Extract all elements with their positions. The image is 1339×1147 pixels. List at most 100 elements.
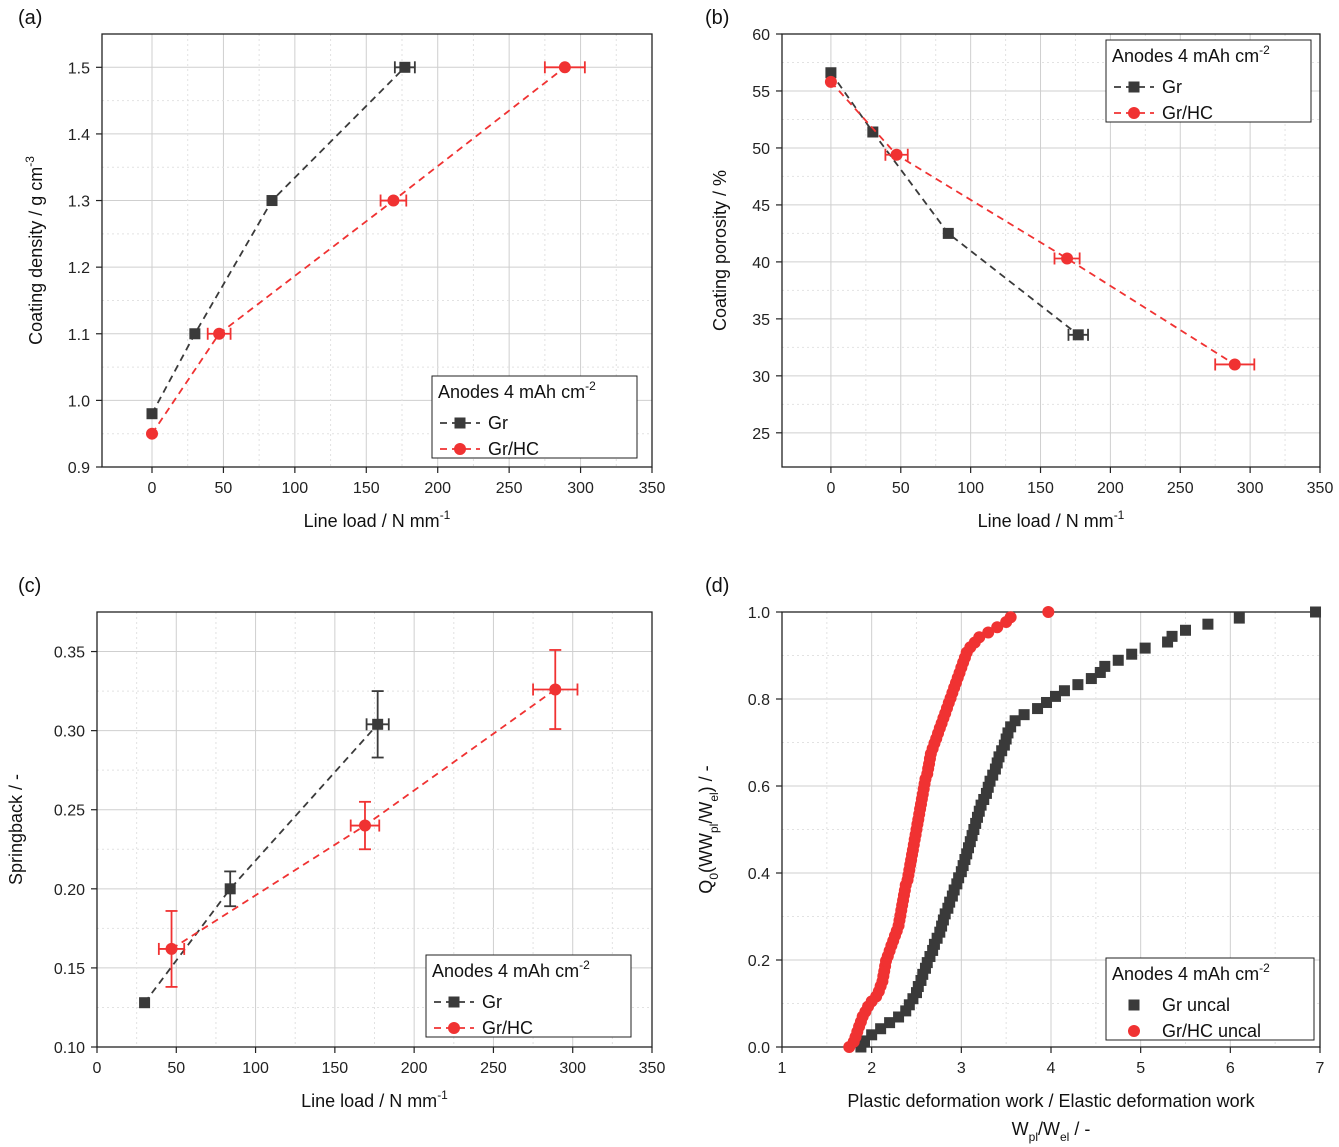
- x-axis-label-text: Line load / N mm: [301, 1091, 437, 1111]
- data-point: [213, 327, 226, 340]
- data-point: [978, 793, 990, 805]
- legend: Anodes 4 mAh cm-2 Gr Gr/HC: [431, 375, 638, 459]
- series-0: [139, 690, 390, 1009]
- data-point: [866, 1029, 878, 1041]
- data-point: [991, 621, 1004, 634]
- y-tick-label: 30: [752, 369, 770, 386]
- data-point: [1072, 329, 1084, 341]
- x-tick-label: 200: [1097, 480, 1124, 497]
- data-point: [1166, 630, 1178, 642]
- x-tick-label: 5: [1136, 1060, 1145, 1077]
- data-point: [921, 957, 933, 969]
- y-tick-label: 0.2: [748, 953, 770, 970]
- data-point: [146, 427, 158, 440]
- x-tick-label: 0: [148, 480, 157, 497]
- y-axis-label: Springback / -: [6, 774, 26, 885]
- data-point: [959, 854, 971, 866]
- data-point: [970, 817, 982, 829]
- legend-title: Anodes 4 mAh cm-2: [1112, 43, 1270, 66]
- panel-label: (b): [705, 7, 729, 29]
- data-point: [968, 824, 980, 835]
- x-tick-label: 1: [778, 1060, 787, 1077]
- data-point: [944, 896, 956, 908]
- x-label-sub-pl: pl: [1029, 1130, 1038, 1144]
- data-point: [884, 1017, 896, 1029]
- data-point: [372, 718, 384, 730]
- data-point: [139, 997, 151, 1009]
- y-axis-label: Coating porosity / %: [710, 170, 730, 331]
- data-point: [399, 61, 411, 73]
- data-point: [1049, 690, 1061, 702]
- y-tick-label: 0.9: [68, 460, 90, 477]
- panel-label: (d): [705, 575, 729, 597]
- y-tick-label: 0.6: [748, 779, 770, 796]
- data-point: [980, 787, 992, 799]
- data-point: [942, 902, 954, 914]
- data-point: [1233, 612, 1245, 624]
- y-tick-label: 40: [752, 255, 770, 272]
- data-point: [957, 860, 969, 872]
- data-point: [987, 769, 999, 781]
- legend-title-text: Anodes 4 mAh cm: [438, 382, 585, 402]
- data-point: [955, 866, 967, 878]
- data-point: [975, 799, 987, 811]
- legend-title-sup: -2: [1259, 43, 1270, 57]
- data-point: [1139, 642, 1151, 654]
- data-point: [549, 683, 562, 696]
- data-point: [919, 962, 931, 974]
- legend-entry: Gr uncal: [1162, 995, 1230, 1015]
- data-point: [1061, 252, 1074, 265]
- y-tick-label: 1.0: [68, 393, 90, 410]
- legend-marker: [448, 1022, 460, 1034]
- legend-marker: [454, 443, 466, 455]
- legend-box: [1105, 957, 1315, 1041]
- legend-title-text: Anodes 4 mAh cm: [1112, 46, 1259, 66]
- series-line: [171, 688, 556, 950]
- x-tick-label: 300: [567, 480, 594, 497]
- data-point: [858, 1035, 870, 1047]
- x-label-unit: / -: [1069, 1119, 1090, 1139]
- panel-label: (a): [18, 7, 42, 29]
- data-point: [982, 626, 995, 639]
- data-point: [1058, 685, 1070, 697]
- series-line: [151, 66, 566, 435]
- series-line: [143, 723, 379, 1004]
- x-axis-label: Line load / N mm-1: [301, 1088, 448, 1111]
- x-tick-label: 100: [957, 480, 984, 497]
- data-point: [939, 908, 951, 920]
- data-point: [1085, 673, 1097, 685]
- data-point: [824, 75, 837, 88]
- data-point: [971, 811, 983, 823]
- x-tick-label: 50: [892, 480, 910, 497]
- data-point: [1228, 358, 1241, 371]
- data-point: [996, 745, 1008, 757]
- x-tick-label: 0: [826, 480, 835, 497]
- series-0: [146, 61, 416, 420]
- data-point: [900, 1005, 912, 1017]
- data-point: [165, 942, 178, 955]
- data-point: [953, 872, 965, 884]
- plot-frame: [101, 33, 653, 468]
- data-point: [855, 1041, 867, 1053]
- y-tick-label: 0.0: [748, 1040, 770, 1057]
- plot-frame: [781, 33, 1321, 468]
- legend-box: [431, 375, 638, 459]
- y-tick-label: 0.8: [748, 692, 770, 709]
- data-point: [867, 126, 879, 138]
- x-tick-label: 200: [401, 1060, 428, 1077]
- x-tick-label: 2: [867, 1060, 876, 1077]
- legend-entry: Gr/HC: [1162, 103, 1213, 123]
- x-tick-label: 300: [559, 1060, 586, 1077]
- data-point: [934, 926, 946, 938]
- data-point: [1032, 703, 1044, 715]
- legend-box: [425, 954, 632, 1038]
- data-point: [973, 805, 985, 817]
- data-point: [917, 968, 929, 980]
- y-axis-label-text: Springback / -: [6, 774, 26, 885]
- x-tick-label: 300: [1237, 480, 1264, 497]
- x-axis-label: Plastic deformation work / Elastic defor…: [847, 1091, 1255, 1111]
- series-0: [855, 606, 1322, 1053]
- legend-title-sup: -2: [579, 958, 590, 972]
- y-tick-label: 0.20: [54, 882, 85, 899]
- data-point: [558, 61, 571, 74]
